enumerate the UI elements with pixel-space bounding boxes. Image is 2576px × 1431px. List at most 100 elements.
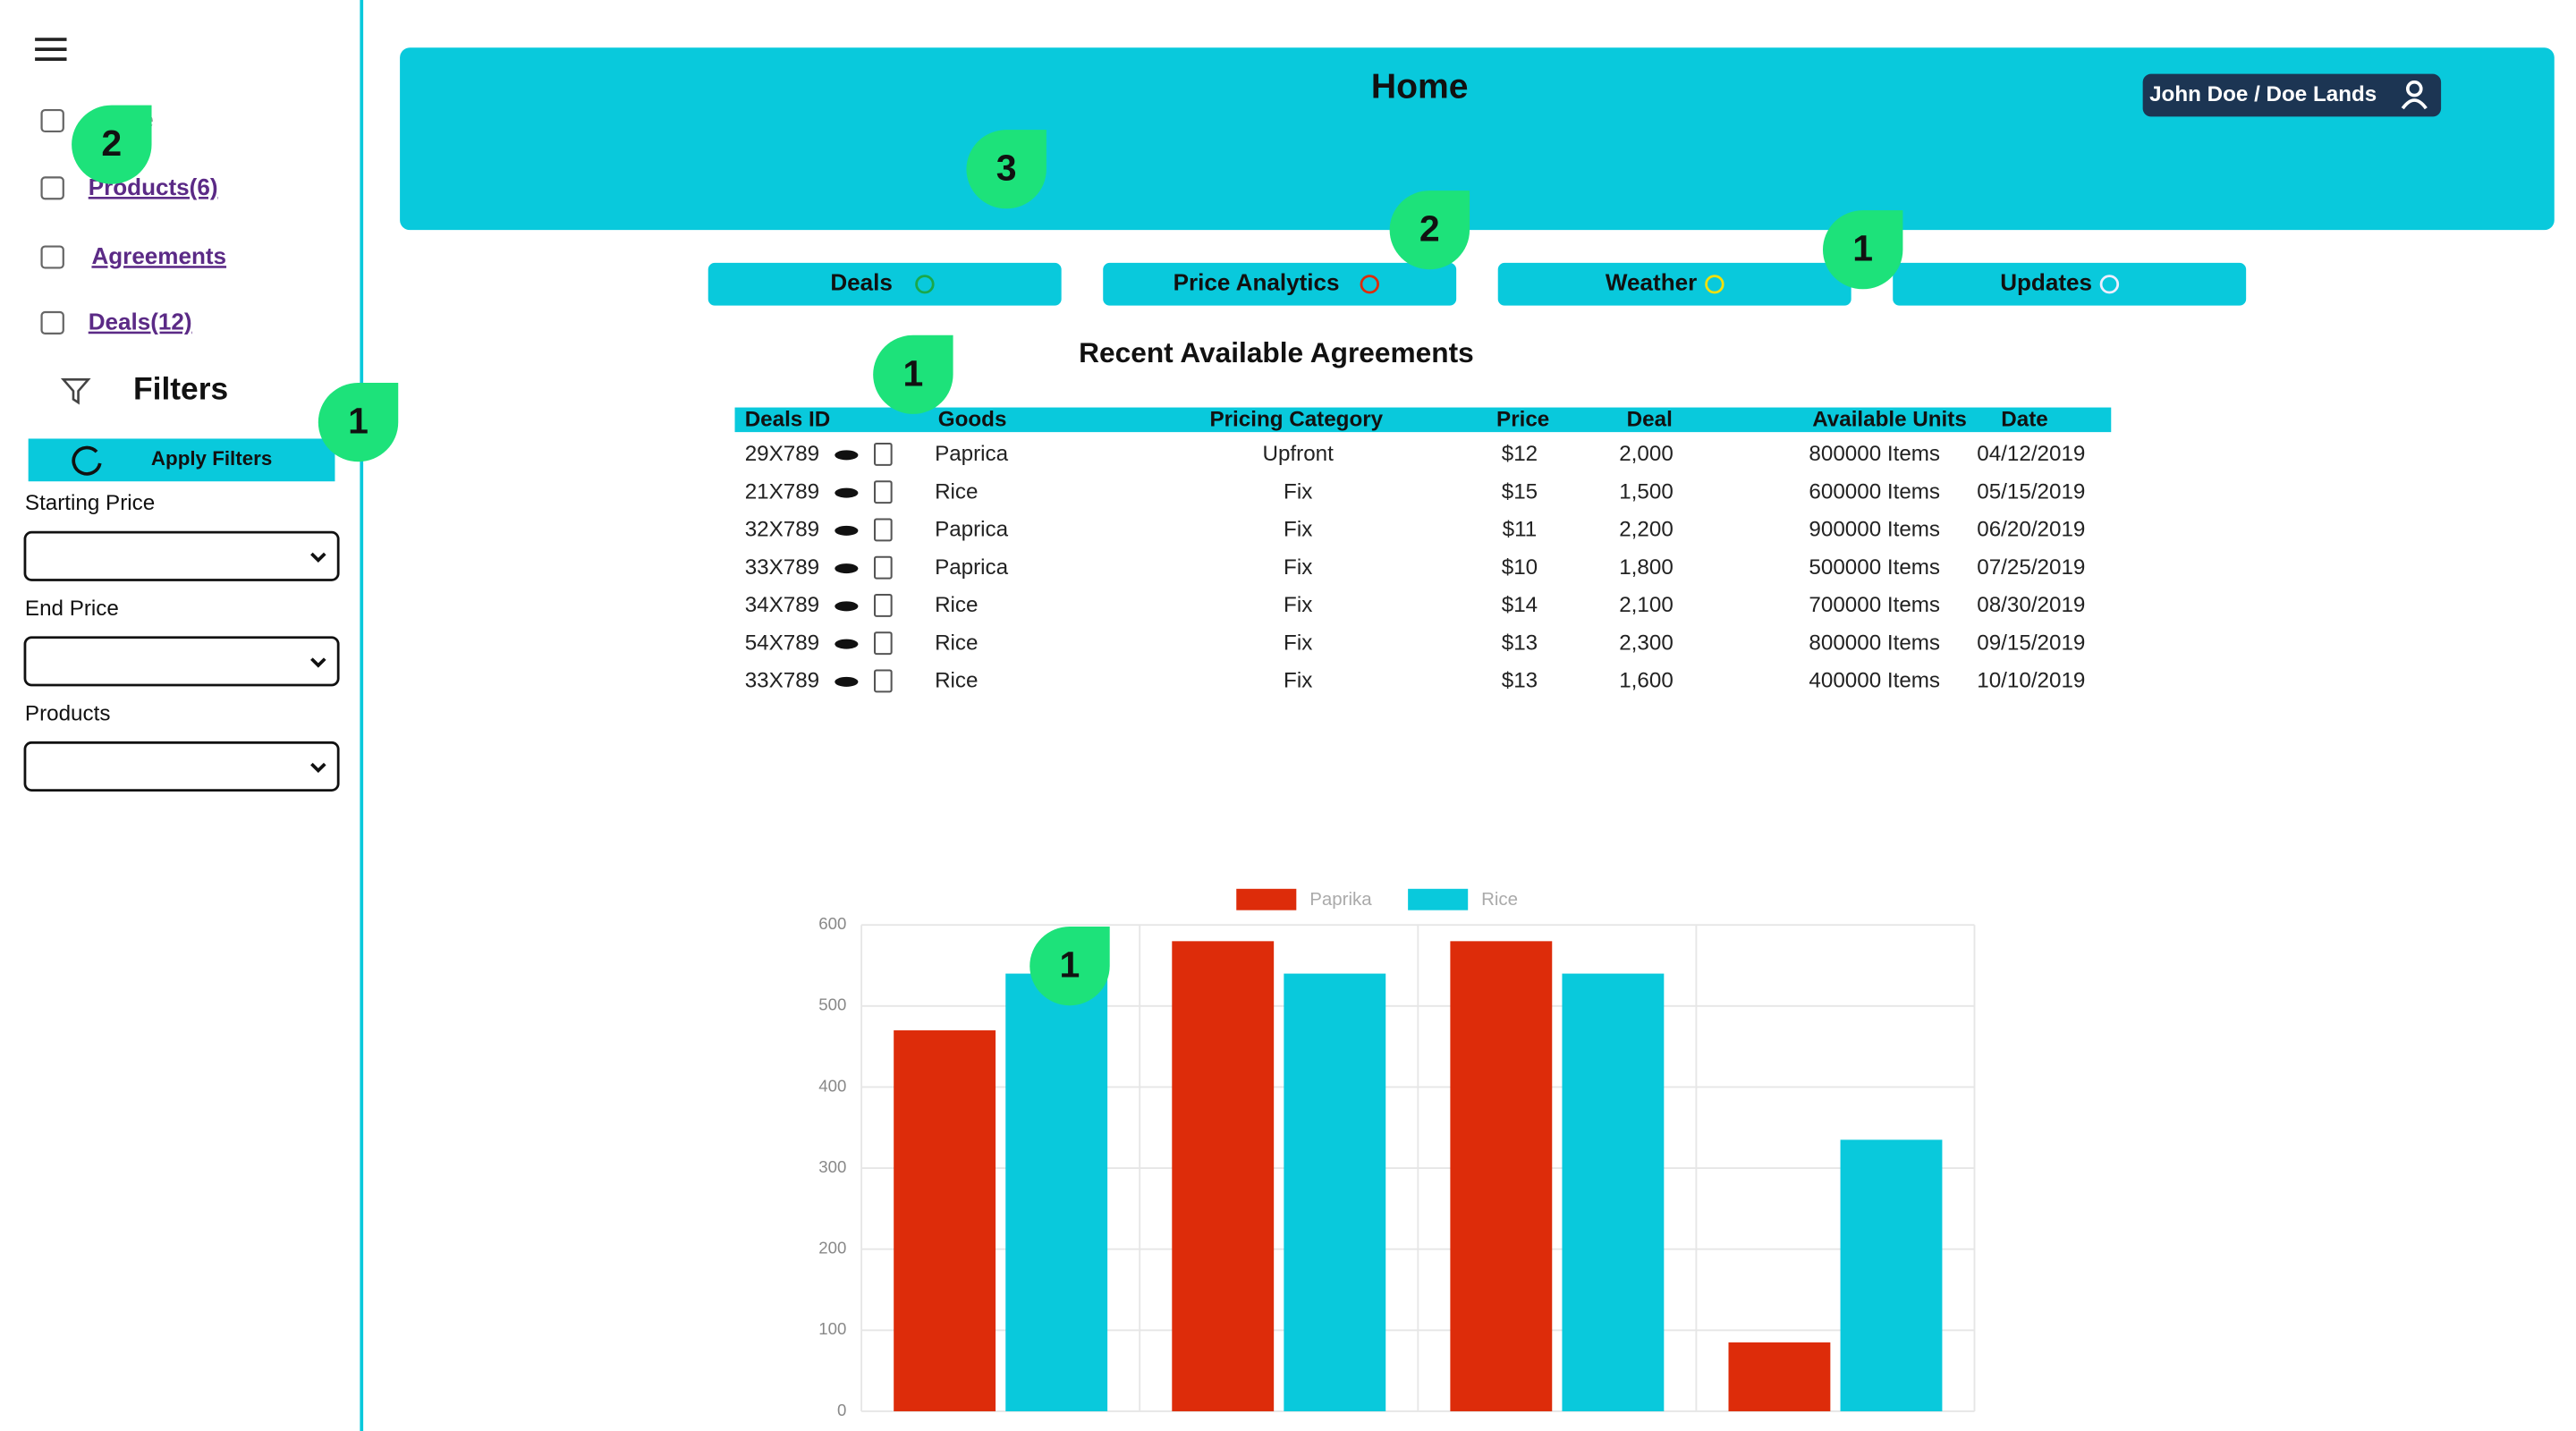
table-cell: $15 (1502, 480, 1538, 504)
select-arrow (310, 762, 326, 774)
table-cell: 2,300 (1619, 631, 1674, 656)
column-header: Deals ID (745, 408, 831, 432)
select-box[interactable] (23, 636, 340, 687)
field-label: Products (25, 702, 111, 726)
tab[interactable] (1497, 262, 1852, 306)
bar (1172, 941, 1275, 1411)
y-tick-label: 100 (818, 1319, 846, 1338)
bar (1562, 973, 1665, 1411)
y-tick-label: 200 (818, 1239, 846, 1257)
doc-icon[interactable] (873, 480, 893, 504)
header-bar (400, 47, 2555, 231)
badge-number: 1 (1060, 944, 1080, 986)
view-icon[interactable] (835, 563, 859, 574)
select-box[interactable] (23, 741, 340, 792)
doc-icon[interactable] (873, 442, 893, 466)
bar (894, 1030, 996, 1411)
view-icon[interactable] (835, 639, 859, 649)
table-cell: 700000 Items (1809, 593, 1940, 617)
annotation-badge (72, 105, 152, 184)
table-cell: 10/10/2019 (1977, 669, 2085, 693)
view-icon[interactable] (835, 487, 859, 498)
field-label: Starting Price (25, 491, 155, 515)
table-cell: Rice (935, 593, 978, 617)
annotation-badge (873, 334, 953, 414)
column-header: Goods (938, 408, 1007, 432)
table-cell: 2,200 (1619, 518, 1674, 542)
table-cell: 06/20/2019 (1977, 518, 2085, 542)
tab-label[interactable]: Updates (2000, 271, 2092, 296)
apply-button[interactable] (28, 438, 335, 482)
view-icon[interactable] (835, 525, 859, 536)
y-tick-label: 400 (818, 1076, 846, 1095)
table-cell: Fix (1284, 518, 1312, 542)
table-header-bar (734, 407, 2112, 433)
tab-icon (1360, 275, 1379, 294)
tab-label[interactable]: Deals (830, 271, 893, 296)
legend-label: Rice (1481, 890, 1518, 910)
view-icon[interactable] (835, 601, 859, 612)
doc-icon[interactable] (873, 669, 893, 693)
legend-swatch (1236, 888, 1297, 910)
select-arrow (310, 657, 326, 668)
nav-link[interactable]: Deals(12) (89, 310, 192, 335)
user-chip[interactable] (2142, 73, 2442, 117)
table-cell: $11 (1503, 518, 1538, 542)
annotation-badge (318, 383, 399, 462)
column-header: Pricing Category (1209, 408, 1383, 432)
tab[interactable] (708, 262, 1062, 306)
header-title: Home (1371, 68, 1469, 106)
bar (1005, 973, 1108, 1411)
apply-label[interactable]: Apply Filters (151, 447, 272, 470)
filter-icon (60, 378, 91, 405)
table-cell: 09/15/2019 (1977, 631, 2085, 656)
bar (1284, 973, 1386, 1411)
annotation-badge (1822, 210, 1903, 290)
badge-number: 3 (996, 148, 1017, 189)
nav-icon (40, 310, 64, 335)
table-cell: Paprica (935, 518, 1009, 542)
table-cell: 500000 Items (1809, 555, 1940, 580)
table-cell: 600000 Items (1809, 480, 1940, 504)
y-tick-label: 500 (818, 995, 846, 1014)
table-cell: 400000 Items (1809, 669, 1940, 693)
badge-number: 2 (101, 123, 122, 164)
tab[interactable] (1893, 262, 2247, 306)
user-icon (2401, 80, 2428, 110)
table-cell: 07/25/2019 (1977, 555, 2085, 580)
table-cell: 08/30/2019 (1977, 593, 2085, 617)
table-cell: Fix (1284, 555, 1312, 580)
bar (1450, 941, 1553, 1411)
legend-swatch (1408, 888, 1469, 910)
table-cell: 1,800 (1619, 555, 1674, 580)
tab-label[interactable]: Price Analytics (1174, 271, 1340, 296)
table-cell: Rice (935, 669, 978, 693)
doc-icon[interactable] (873, 631, 893, 656)
doc-icon[interactable] (873, 593, 893, 617)
table-cell: 33X789 (745, 555, 819, 580)
table-cell: 800000 Items (1809, 631, 1940, 656)
tab-icon (2099, 275, 2120, 294)
table-cell: $10 (1502, 555, 1538, 580)
select-box[interactable] (23, 530, 340, 581)
table-cell: $14 (1502, 593, 1538, 617)
tab-label[interactable]: Weather (1606, 271, 1697, 296)
nav-icon (40, 245, 64, 269)
tab[interactable] (1103, 262, 1457, 306)
table-cell: 1,500 (1619, 480, 1674, 504)
view-icon[interactable] (835, 676, 859, 687)
table-cell: 32X789 (745, 518, 819, 542)
table-cell: 2,000 (1619, 442, 1674, 466)
menu-icon[interactable] (35, 38, 67, 61)
table-cell: 04/12/2019 (1977, 442, 2085, 466)
user-name[interactable]: John Doe / Doe Lands (2149, 82, 2377, 106)
view-icon[interactable] (835, 450, 859, 461)
table-cell: Fix (1284, 669, 1312, 693)
table-cell: 21X789 (745, 480, 819, 504)
doc-icon[interactable] (873, 518, 893, 542)
table-cell: 800000 Items (1809, 442, 1940, 466)
nav-link[interactable]: Agreements (91, 244, 226, 269)
table-cell: 34X789 (745, 593, 819, 617)
doc-icon[interactable] (873, 555, 893, 580)
table-cell: $13 (1502, 631, 1538, 656)
